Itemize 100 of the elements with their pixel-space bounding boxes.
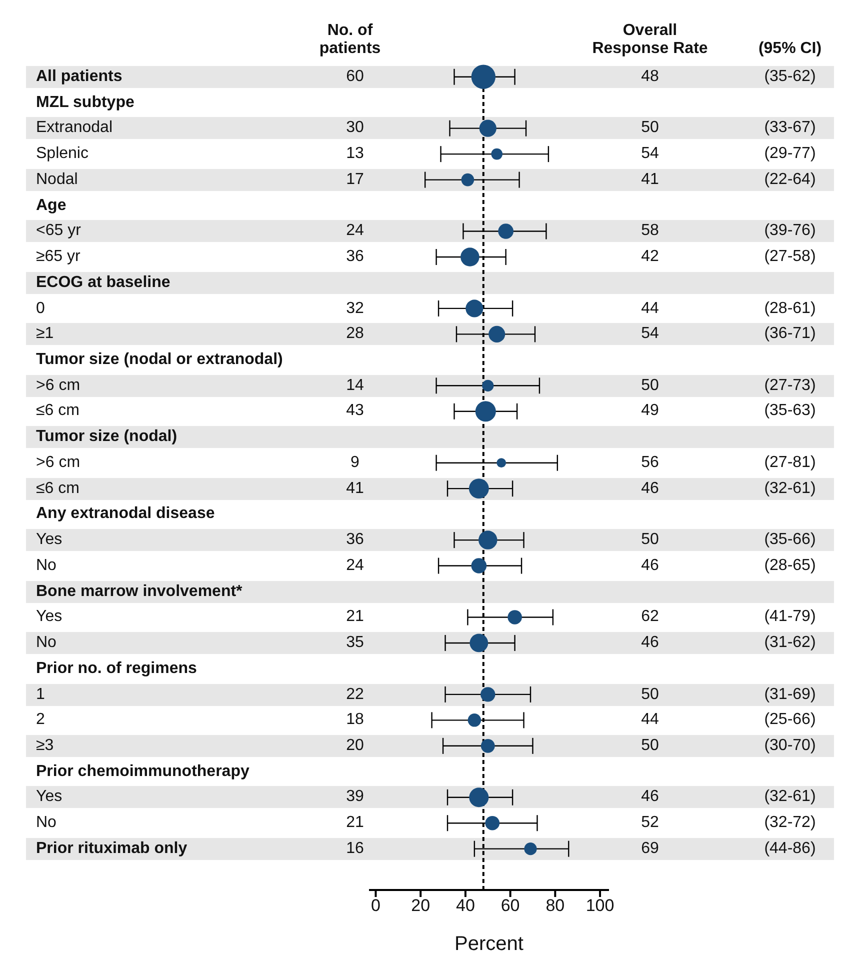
data-label: 42	[640, 247, 660, 268]
text: Overall Response Rate	[591, 22, 709, 58]
y-tick-label: ≤6 cm	[36, 401, 80, 422]
text: 22	[345, 684, 365, 705]
text: (27-81)	[763, 452, 817, 473]
text: 36	[345, 530, 365, 550]
y-tick-label: ≥1	[36, 324, 54, 344]
text: 30	[345, 118, 365, 138]
y-tick-label: ECOG at baseline	[36, 272, 170, 293]
text: (39-76)	[763, 221, 817, 242]
text: (30-70)	[763, 736, 817, 756]
y-tick-label: 1	[36, 684, 45, 705]
data-label: 54	[640, 144, 660, 164]
text: (44-86)	[763, 838, 817, 859]
y-tick-label: Prior no. of regimens	[36, 658, 197, 679]
y-tick-label: Extranodal	[36, 118, 112, 138]
data-label: 46	[640, 478, 660, 499]
data-label: 56	[640, 452, 660, 473]
text: 20	[345, 736, 365, 756]
text: 35	[345, 633, 365, 654]
data-label: 41	[640, 170, 660, 190]
text: (32-61)	[763, 478, 817, 499]
data-label: 62	[640, 607, 660, 628]
data-label: 44	[640, 298, 660, 319]
data-label: 52	[640, 813, 660, 834]
y-tick-label: Yes	[36, 787, 62, 808]
text: 41	[345, 478, 365, 499]
text: (29-77)	[763, 144, 817, 164]
text: 21	[345, 607, 365, 628]
data-label: 46	[640, 556, 660, 576]
text: 21	[345, 813, 365, 834]
text: 16	[345, 838, 365, 859]
y-tick-label: ≥65 yr	[36, 247, 80, 268]
y-tick-label: MZL subtype	[36, 92, 134, 113]
x-tick-label: 20	[411, 896, 430, 916]
data-label: 48	[640, 67, 660, 87]
y-tick-label: ≤6 cm	[36, 478, 80, 499]
text: (31-62)	[763, 633, 817, 654]
y-tick-label: Any extranodal disease	[36, 504, 215, 524]
data-label: 50	[640, 118, 660, 138]
text: 17	[345, 170, 365, 190]
y-tick-label: ≥3	[36, 736, 54, 756]
text: 18	[345, 710, 365, 730]
y-tick-label: Age	[36, 196, 66, 216]
data-label: 69	[640, 838, 660, 859]
text: (32-61)	[763, 787, 817, 808]
x-axis-title: Percent	[454, 933, 524, 955]
y-tick-label: No	[36, 813, 56, 834]
data-label: 54	[640, 324, 660, 344]
y-tick-label: <65 yr	[36, 221, 81, 242]
data-label: 49	[640, 401, 660, 422]
y-tick-label: All patients	[36, 67, 122, 87]
x-tick-label: 100	[586, 896, 614, 916]
text: 43	[345, 401, 365, 422]
y-tick-label: No	[36, 633, 56, 654]
text: (25-66)	[763, 710, 817, 730]
data-label: 50	[640, 736, 660, 756]
data-label: 58	[640, 221, 660, 242]
text: (27-58)	[763, 247, 817, 268]
text: 13	[345, 144, 365, 164]
text: 60	[345, 67, 365, 87]
data-label: 46	[640, 633, 660, 654]
y-tick-label: >6 cm	[36, 376, 80, 396]
text: 24	[345, 556, 365, 576]
y-tick-label: Bone marrow involvement*	[36, 582, 242, 602]
data-label: 50	[640, 684, 660, 705]
text: (32-72)	[763, 813, 817, 834]
y-tick-label: Yes	[36, 530, 62, 550]
text: 39	[345, 787, 365, 808]
y-tick-label: 0	[36, 298, 45, 319]
data-label: 46	[640, 787, 660, 808]
text: (28-61)	[763, 298, 817, 319]
y-tick-label: Tumor size (nodal or extranodal)	[36, 350, 283, 370]
text: (35-62)	[763, 67, 817, 87]
y-tick-label: Prior chemoimmunotherapy	[36, 762, 250, 782]
x-tick-label: 0	[370, 896, 380, 916]
text: 9	[350, 452, 360, 473]
text: (36-71)	[763, 324, 817, 344]
text: No. of patients	[318, 22, 382, 58]
y-tick-label: Splenic	[36, 144, 88, 164]
text: (31-69)	[763, 684, 817, 705]
x-tick-label: 40	[456, 896, 475, 916]
x-tick-label: 60	[500, 896, 520, 916]
x-tick-label: 80	[546, 896, 565, 916]
text: (35-66)	[763, 530, 817, 550]
text: (22-64)	[763, 170, 817, 190]
y-tick-label: Tumor size (nodal)	[36, 427, 178, 448]
y-tick-label: No	[36, 556, 56, 576]
text: 14	[345, 376, 365, 396]
y-tick-label: >6 cm	[36, 452, 80, 473]
y-tick-label: Yes	[36, 607, 62, 628]
text: (28-65)	[763, 556, 817, 576]
text: (35-63)	[763, 401, 817, 422]
data-label: 50	[640, 530, 660, 550]
text: (27-73)	[763, 376, 817, 396]
text: 28	[345, 324, 365, 344]
text: (41-79)	[763, 607, 817, 628]
y-tick-label: Prior rituximab only	[36, 838, 188, 859]
text: 24	[345, 221, 365, 242]
text: (33-67)	[763, 118, 817, 138]
